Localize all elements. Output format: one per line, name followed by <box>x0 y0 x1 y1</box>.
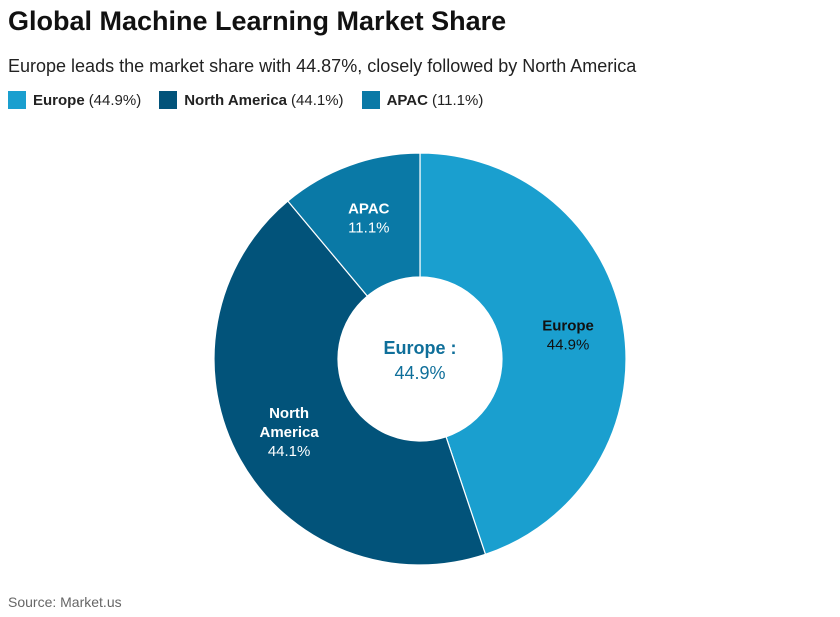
legend-swatch-europe <box>8 91 26 109</box>
chart-subtitle: Europe leads the market share with 44.87… <box>8 56 637 76</box>
legend-swatch-north-america <box>159 91 178 109</box>
slice-apac[interactable] <box>286 152 421 297</box>
slice-label-europe: Europe 44.9% <box>542 317 594 353</box>
legend-pct-europe: (44.9%) <box>88 91 142 109</box>
center-label: Europe : <box>383 338 456 358</box>
center-value: 44.9% <box>394 363 445 383</box>
legend-pct-apac: (11.1%) <box>431 91 484 109</box>
legend-item-north-america[interactable]: North America (44.1%) <box>159 91 344 109</box>
slice-label-north-america: North America 44.1% <box>259 405 319 460</box>
legend-label-apac: APAC <box>386 91 428 109</box>
legend-swatch-apac <box>361 91 380 109</box>
slice-north-america[interactable] <box>213 200 487 566</box>
legend-item-apac[interactable]: APAC (11.1%) <box>361 91 484 109</box>
legend-pct-north-america: (44.1%) <box>291 91 344 109</box>
chart-title: Global Machine Learning Market Share <box>8 6 507 36</box>
legend: Europe (44.9%) North America (44.1%) APA… <box>8 91 501 109</box>
legend-item-europe[interactable]: Europe (44.9%) <box>8 91 141 109</box>
slice-europe[interactable] <box>419 152 627 556</box>
source-note: Source: Market.us <box>8 594 122 610</box>
slice-label-apac: APAC 11.1% <box>348 201 390 237</box>
legend-label-europe: Europe <box>33 91 85 109</box>
legend-label-north-america: North America <box>184 91 288 109</box>
